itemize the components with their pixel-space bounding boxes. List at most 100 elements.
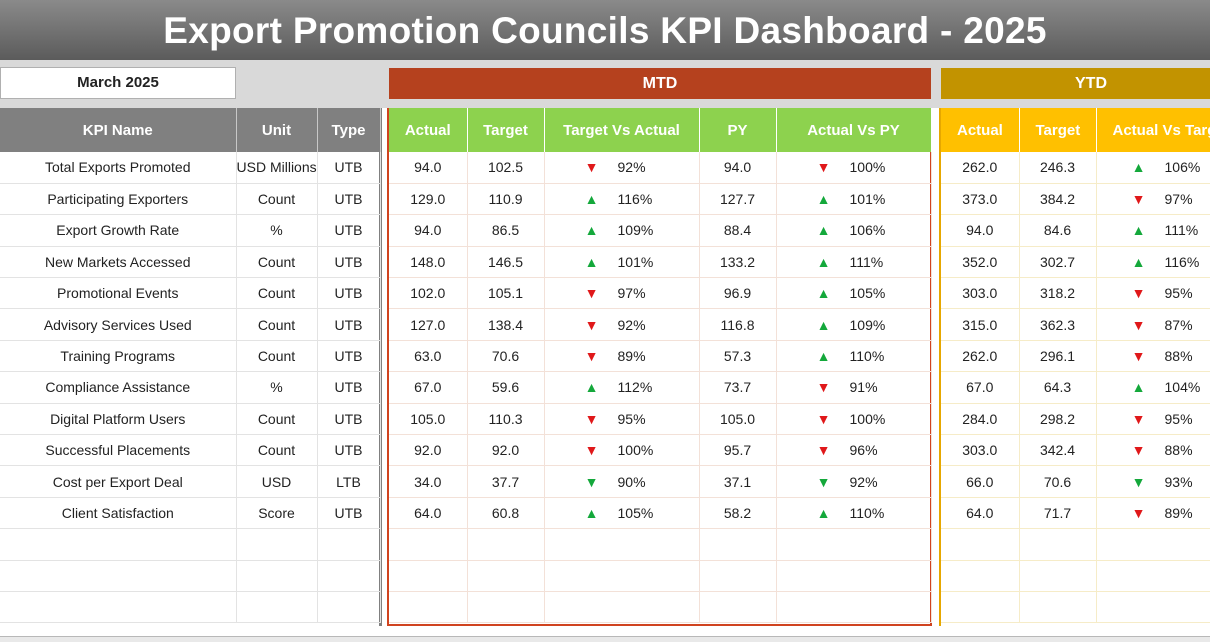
mtd-row: 64.0 60.8 ▲ 105% 58.2 ▲ 110%: [389, 497, 932, 530]
kpi-type: UTB: [317, 183, 381, 216]
percentage-value: 111%: [1164, 222, 1199, 239]
down-arrow-icon: ▼: [584, 442, 599, 459]
up-arrow-icon: ▲: [816, 285, 831, 302]
mtd-py-header: PY: [699, 108, 777, 152]
ytd-actual: 262.0: [941, 152, 1020, 184]
ytd-actual-vs-target: ▲ 104%: [1096, 371, 1210, 404]
kpi-row: Client Satisfaction Score UTB: [0, 497, 381, 530]
empty-cell: [1019, 528, 1097, 561]
empty-cell: [544, 560, 700, 592]
mtd-actual: 94.0: [389, 152, 468, 184]
ytd-actual-vs-target: ▲ 116%: [1096, 246, 1210, 279]
up-arrow-icon: ▲: [584, 379, 599, 396]
empty-cell: [1096, 591, 1210, 624]
kpi-type: UTB: [317, 434, 381, 467]
mtd-actual-vs-py: ▲ 105%: [776, 277, 932, 310]
ytd-actual: 284.0: [941, 403, 1020, 436]
up-arrow-icon: ▲: [1131, 159, 1146, 176]
kpi-type: UTB: [317, 371, 381, 404]
empty-cell: [0, 528, 237, 561]
percentage-value: 106%: [849, 222, 886, 239]
ytd-target: 64.3: [1019, 371, 1097, 404]
percentage-value: 100%: [849, 410, 886, 427]
ytd-row: 315.0 362.3 ▼ 87%: [941, 308, 1210, 341]
empty-cell: [1019, 560, 1097, 592]
ytd-actual: 67.0: [941, 371, 1020, 404]
percentage-value: 88%: [1164, 442, 1193, 459]
dashboard-title: Export Promotion Councils KPI Dashboard …: [0, 0, 1210, 60]
mtd-target: 105.1: [467, 277, 545, 310]
mtd-actual-header: Actual: [389, 108, 468, 152]
mtd-row: 34.0 37.7 ▼ 90% 37.1 ▼ 92%: [389, 465, 932, 498]
empty-cell: [776, 560, 932, 592]
mtd-target: 59.6: [467, 371, 545, 404]
mtd-actual: 94.0: [389, 214, 468, 247]
mtd-row: 92.0 92.0 ▼ 100% 95.7 ▼ 96%: [389, 434, 932, 467]
percentage-value: 96%: [849, 442, 878, 459]
down-arrow-icon: ▼: [1131, 348, 1146, 365]
ytd-group-header: YTD: [941, 68, 1210, 99]
mtd-actual: 63.0: [389, 340, 468, 373]
percentage-value: 91%: [849, 379, 878, 396]
mtd-actual-vs-py: ▲ 106%: [776, 214, 932, 247]
ytd-row: 66.0 70.6 ▼ 93%: [941, 465, 1210, 498]
percentage-value: 89%: [1164, 504, 1193, 521]
mtd-actual-vs-py: ▼ 100%: [776, 152, 932, 184]
mtd-actual: 67.0: [389, 371, 468, 404]
mtd-py: 88.4: [699, 214, 777, 247]
percentage-value: 109%: [617, 222, 654, 239]
kpi-unit: Count: [236, 434, 318, 467]
kpi-row: [0, 591, 381, 624]
ytd-target-header: Target: [1019, 108, 1097, 152]
mtd-actual-vs-py: ▼ 96%: [776, 434, 932, 467]
kpi-type: UTB: [317, 214, 381, 247]
kpi-name: Compliance Assistance: [0, 371, 237, 404]
ytd-row: [941, 560, 1210, 592]
mtd-panel-border: [387, 108, 932, 626]
percentage-value: 97%: [1164, 191, 1193, 208]
mtd-actual-vs-py: ▲ 110%: [776, 497, 932, 530]
empty-cell: [699, 528, 777, 561]
kpi-type: UTB: [317, 340, 381, 373]
percentage-value: 95%: [1164, 410, 1193, 427]
mtd-target-vs-actual-header: Target Vs Actual: [544, 108, 700, 152]
kpi-name: Client Satisfaction: [0, 497, 237, 530]
month-selector[interactable]: March 2025: [0, 67, 236, 99]
mtd-row: 94.0 86.5 ▲ 109% 88.4 ▲ 106%: [389, 214, 932, 247]
unit-header: Unit: [236, 108, 318, 152]
ytd-row: 284.0 298.2 ▼ 95%: [941, 403, 1210, 436]
kpi-type: UTB: [317, 246, 381, 279]
empty-cell: [1096, 560, 1210, 592]
percentage-value: 106%: [1164, 159, 1201, 176]
ytd-actual-vs-target-header: Actual Vs Target: [1096, 108, 1210, 152]
ytd-actual: 66.0: [941, 465, 1020, 498]
mtd-actual-vs-py: ▲ 111%: [776, 246, 932, 279]
down-arrow-icon: ▼: [816, 159, 831, 176]
percentage-value: 95%: [617, 410, 646, 427]
kpi-unit: USD: [236, 465, 318, 498]
empty-cell: [941, 591, 1020, 624]
ytd-actual: 94.0: [941, 214, 1020, 247]
down-arrow-icon: ▼: [584, 285, 599, 302]
mtd-row: [389, 560, 932, 592]
percentage-value: 97%: [617, 285, 646, 302]
mtd-target-header: Target: [467, 108, 545, 152]
ytd-actual-header: Actual: [941, 108, 1020, 152]
empty-cell: [389, 560, 468, 592]
mtd-actual: 148.0: [389, 246, 468, 279]
ytd-row: 64.0 71.7 ▼ 89%: [941, 497, 1210, 530]
percentage-value: 92%: [617, 316, 646, 333]
up-arrow-icon: ▲: [584, 253, 599, 270]
ytd-actual-vs-target: ▼ 89%: [1096, 497, 1210, 530]
down-arrow-icon: ▼: [1131, 316, 1146, 333]
ytd-actual-vs-target: ▼ 93%: [1096, 465, 1210, 498]
mtd-target-vs-actual: ▲ 112%: [544, 371, 700, 404]
ytd-row: 303.0 342.4 ▼ 88%: [941, 434, 1210, 467]
ytd-target: 71.7: [1019, 497, 1097, 530]
ytd-target: 84.6: [1019, 214, 1097, 247]
percentage-value: 89%: [617, 348, 646, 365]
kpi-unit: %: [236, 371, 318, 404]
empty-cell: [236, 560, 318, 592]
mtd-target-vs-actual: ▲ 116%: [544, 183, 700, 216]
mtd-py: 57.3: [699, 340, 777, 373]
